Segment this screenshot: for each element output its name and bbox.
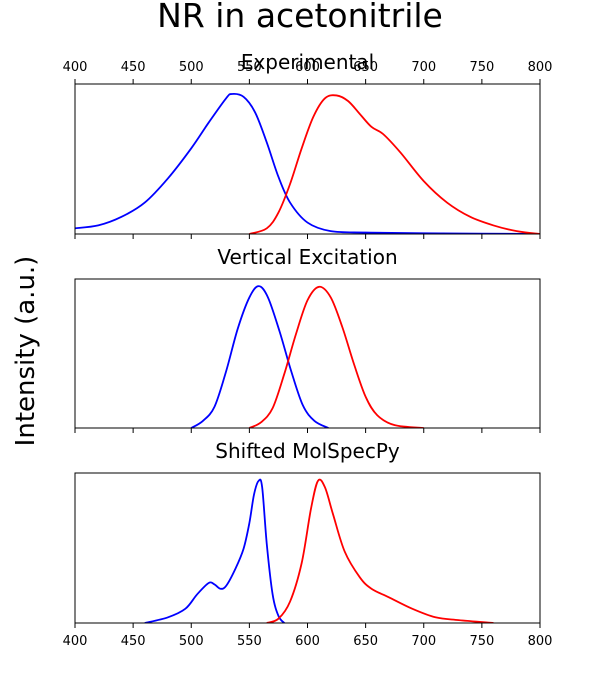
x-tick-label: 600 bbox=[295, 634, 320, 649]
series-line-emission bbox=[249, 94, 540, 234]
panel-title: Experimental bbox=[241, 50, 374, 74]
series-line-absorption bbox=[144, 478, 285, 623]
x-tick-label-top: 750 bbox=[469, 60, 494, 75]
x-tick-label-top: 800 bbox=[528, 60, 553, 75]
x-tick-label: 800 bbox=[528, 634, 553, 649]
x-tick-label: 400 bbox=[63, 634, 88, 649]
panel-title: Vertical Excitation bbox=[217, 245, 397, 269]
axes-frame bbox=[74, 472, 541, 624]
series-line-emission bbox=[248, 285, 424, 428]
x-tick-label-top: 600 bbox=[295, 60, 320, 75]
series-line-absorption bbox=[190, 285, 329, 428]
panel-1: Experimental 400 450 500 550 600 650 700 750 800 bbox=[63, 50, 553, 239]
x-tick-label-top: 700 bbox=[411, 60, 436, 75]
x-tick-label-top: 400 bbox=[63, 60, 88, 75]
x-tick-label-top: 650 bbox=[353, 60, 378, 75]
x-tick-label: 700 bbox=[411, 634, 436, 649]
axes-frame bbox=[74, 83, 541, 235]
x-tick-label: 750 bbox=[469, 634, 494, 649]
x-tick-label: 650 bbox=[353, 634, 378, 649]
x-tick-label-top: 500 bbox=[179, 60, 204, 75]
x-tick-label: 550 bbox=[237, 634, 262, 649]
panels: Experimental 400 450 500 550 600 650 700 750 800 V… bbox=[63, 50, 553, 649]
x-tick-label: 450 bbox=[121, 634, 146, 649]
panel-2: Vertical Excitation bbox=[74, 245, 541, 433]
x-tick-label-top: 450 bbox=[121, 60, 146, 75]
figure-title: NR in acetonitrile bbox=[157, 0, 443, 35]
panel-title: Shifted MolSpecPy bbox=[215, 439, 400, 463]
panel-3: Shifted MolSpecPy 400 450 500 550 600 650 700 75… bbox=[63, 439, 553, 649]
x-tick-label: 500 bbox=[179, 634, 204, 649]
series-line-emission bbox=[266, 478, 494, 623]
x-tick-label-top: 550 bbox=[237, 60, 262, 75]
y-axis-label: Intensity (a.u.) bbox=[11, 256, 41, 447]
series-line-absorption bbox=[75, 93, 540, 234]
